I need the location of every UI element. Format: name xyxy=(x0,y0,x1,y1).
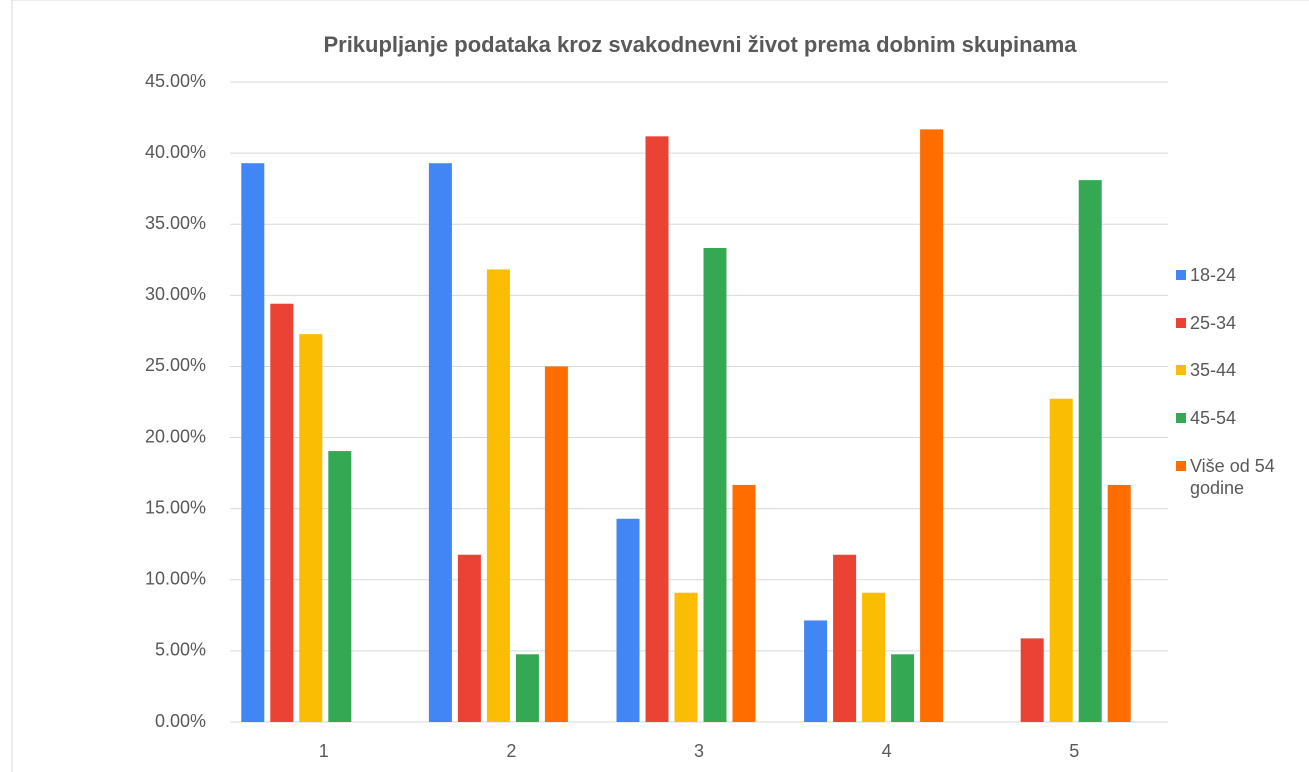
chart-title: Prikupljanje podataka kroz svakodnevni ž… xyxy=(323,32,1077,57)
bar xyxy=(920,129,944,723)
y-tick-label: 35.00% xyxy=(145,213,206,233)
legend-label: Više od 54 godine xyxy=(1190,455,1275,498)
legend-swatch xyxy=(1176,460,1186,471)
bar xyxy=(804,620,828,722)
legend-item: Više od 54 godine xyxy=(1176,455,1280,499)
x-tick-label: 3 xyxy=(694,741,704,761)
bar xyxy=(674,592,698,722)
legend-label: 35-44 xyxy=(1190,360,1237,381)
bar xyxy=(457,554,481,722)
y-tick-label: 45.00% xyxy=(145,71,206,91)
bar xyxy=(515,654,539,722)
legend-label: 18-24 xyxy=(1190,265,1237,285)
y-tick-label: 15.00% xyxy=(145,497,206,517)
bar xyxy=(486,269,510,722)
y-tick-label: 25.00% xyxy=(145,355,206,375)
bar xyxy=(428,163,452,723)
legend-swatch xyxy=(1176,413,1186,424)
x-tick-label: 4 xyxy=(882,741,892,761)
bar xyxy=(1020,638,1044,722)
y-tick-label: 10.00% xyxy=(145,569,206,589)
bar xyxy=(616,518,640,722)
legend-item: 18-24 xyxy=(1176,264,1309,286)
legend-swatch xyxy=(1176,365,1186,376)
bar xyxy=(891,654,915,722)
bar xyxy=(241,163,265,723)
bar xyxy=(328,451,352,722)
y-tick-label: 40.00% xyxy=(145,142,206,162)
legend-swatch xyxy=(1176,317,1186,328)
y-tick-label: 30.00% xyxy=(145,284,206,304)
legend-label: 25-34 xyxy=(1190,312,1237,333)
bar xyxy=(862,592,886,722)
bar xyxy=(645,136,669,723)
bar xyxy=(833,554,857,722)
bar xyxy=(299,334,323,722)
legend-item: 25-34 xyxy=(1176,312,1309,334)
legend-item: 35-44 xyxy=(1176,359,1309,381)
bar xyxy=(703,247,727,722)
y-tick-label: 5.00% xyxy=(155,640,206,660)
bar xyxy=(1078,180,1102,723)
bar xyxy=(270,303,294,722)
bar xyxy=(732,484,756,722)
y-tick-label: 20.00% xyxy=(145,426,206,446)
legend-label: 45-54 xyxy=(1190,408,1237,429)
y-tick-label: 0.00% xyxy=(155,711,206,731)
x-tick-label: 2 xyxy=(506,741,516,761)
legend-item: 45-54 xyxy=(1176,407,1309,429)
bar xyxy=(1107,484,1131,722)
bar xyxy=(1049,398,1073,722)
x-tick-label: 1 xyxy=(319,741,329,761)
bar xyxy=(544,366,568,722)
legend-swatch xyxy=(1176,270,1186,280)
x-tick-label: 5 xyxy=(1069,741,1079,761)
